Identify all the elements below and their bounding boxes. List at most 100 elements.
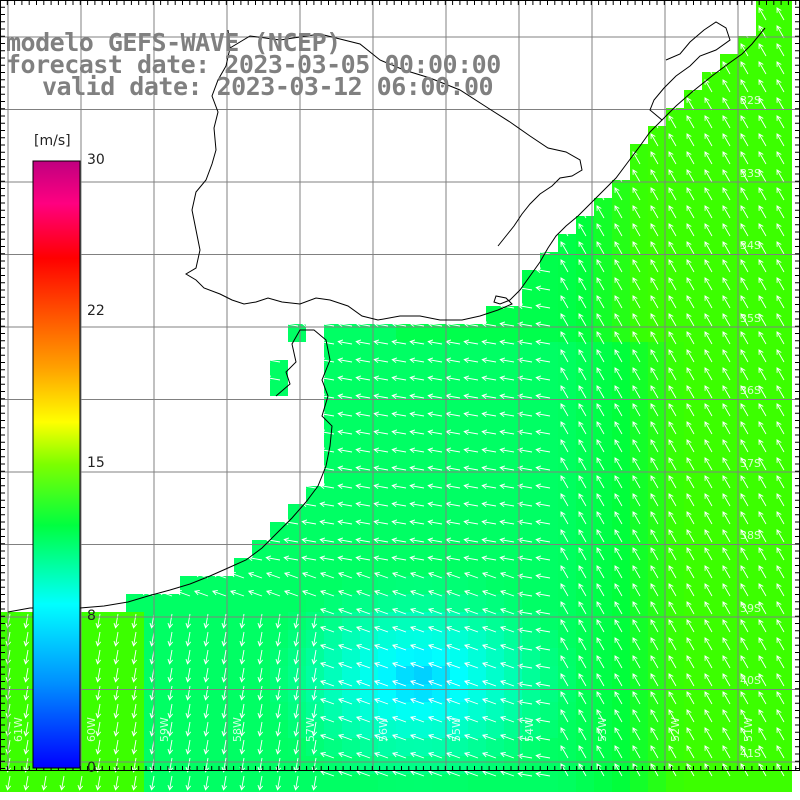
- wind-arrow: [650, 565, 659, 579]
- wind-speed-cell: [594, 666, 612, 684]
- wind-speed-cell: [558, 360, 576, 378]
- wind-arrow: [686, 259, 695, 273]
- wind-speed-cell: [378, 432, 396, 450]
- wind-arrow: [740, 547, 749, 561]
- wind-speed-cell: [342, 558, 360, 576]
- wind-arrow: [247, 590, 263, 597]
- wind-speed-cell: [522, 432, 540, 450]
- wind-arrow: [560, 619, 569, 633]
- wind-speed-cell: [630, 648, 648, 666]
- wind-arrow: [650, 241, 659, 255]
- wind-arrow: [758, 313, 767, 327]
- wind-speed-cell: [270, 378, 288, 396]
- wind-arrow: [23, 667, 30, 683]
- wind-speed-cell: [612, 414, 630, 432]
- wind-speed-cell: [702, 396, 720, 414]
- wind-speed-cell: [522, 774, 540, 792]
- wind-arrow: [185, 703, 192, 719]
- wind-speed-cell: [342, 630, 360, 648]
- wind-speed-cell: [450, 702, 468, 720]
- wind-speed-cell: [432, 396, 450, 414]
- wind-arrow: [596, 205, 605, 219]
- wind-arrow: [221, 757, 228, 773]
- wind-speed-cell: [630, 666, 648, 684]
- wind-speed-cell: [468, 630, 486, 648]
- wind-arrow: [722, 619, 731, 633]
- wind-speed-cell: [558, 432, 576, 450]
- wind-arrow: [668, 331, 677, 345]
- wind-speed-cell: [702, 630, 720, 648]
- wind-arrow: [614, 331, 623, 345]
- wind-speed-cell: [720, 666, 738, 684]
- wind-arrow: [463, 662, 479, 669]
- wind-arrow: [614, 727, 623, 741]
- wind-speed-cell: [522, 558, 540, 576]
- wind-speed-cell: [468, 432, 486, 450]
- wind-arrow: [668, 313, 677, 327]
- wind-speed-cell: [504, 522, 522, 540]
- wind-arrow: [776, 529, 785, 543]
- wind-arrow: [535, 555, 551, 562]
- wind-arrow: [203, 613, 210, 629]
- wind-speed-cell: [576, 666, 594, 684]
- wind-speed-cell: [666, 594, 684, 612]
- wind-arrow: [704, 241, 713, 255]
- wind-speed-cell: [576, 234, 594, 252]
- wind-arrow: [499, 662, 515, 669]
- wind-speed-cell: [612, 630, 630, 648]
- wind-speed-cell: [396, 702, 414, 720]
- wind-arrow: [391, 752, 407, 759]
- wind-speed-cell: [774, 648, 792, 666]
- wind-arrow: [319, 626, 335, 633]
- wind-speed-cell: [396, 396, 414, 414]
- wind-arrow: [293, 667, 300, 683]
- wind-arrow: [704, 709, 713, 723]
- wind-arrow: [650, 547, 659, 561]
- wind-arrow: [175, 590, 191, 597]
- wind-speed-cell: [648, 414, 666, 432]
- wind-speed-cell: [720, 162, 738, 180]
- wind-speed-cell: [612, 648, 630, 666]
- wind-speed-cell: [666, 252, 684, 270]
- wind-speed-cell: [342, 594, 360, 612]
- wind-speed-cell: [684, 648, 702, 666]
- wind-speed-cell: [612, 738, 630, 756]
- wind-speed-cell: [432, 522, 450, 540]
- wind-arrow: [355, 321, 371, 328]
- wind-speed-cell: [738, 504, 756, 522]
- wind-arrow: [758, 187, 767, 201]
- wind-arrow: [337, 429, 353, 436]
- wind-arrow: [596, 331, 605, 345]
- wind-speed-cell: [612, 756, 630, 774]
- wind-speed-cell: [720, 414, 738, 432]
- wind-arrow: [704, 475, 713, 489]
- wind-speed-cell: [666, 234, 684, 252]
- wind-speed-cell: [666, 396, 684, 414]
- wind-speed-cell: [756, 522, 774, 540]
- wind-arrow: [391, 555, 407, 562]
- wind-speed-cell: [450, 486, 468, 504]
- wind-arrow: [481, 447, 497, 454]
- wind-arrow: [113, 757, 120, 773]
- wind-arrow: [257, 775, 264, 791]
- wind-arrow: [650, 511, 659, 525]
- wind-arrow: [337, 411, 353, 418]
- wind-arrow: [481, 339, 497, 346]
- wind-speed-cell: [252, 576, 270, 594]
- wind-speed-cell: [720, 774, 738, 792]
- wind-arrow: [427, 608, 443, 615]
- wind-arrow: [409, 483, 425, 490]
- wind-speed-cell: [648, 486, 666, 504]
- latitude-label: 34S: [740, 239, 761, 252]
- wind-speed-cell: [540, 756, 558, 774]
- wind-speed-cell: [720, 144, 738, 162]
- wind-arrow: [481, 501, 497, 508]
- wind-arrow: [776, 637, 785, 651]
- wind-arrow: [740, 277, 749, 291]
- wind-arrow: [355, 483, 371, 490]
- wind-arrow: [193, 590, 209, 597]
- wind-speed-cell: [612, 198, 630, 216]
- wind-arrow: [758, 97, 767, 111]
- wind-speed-cell: [630, 450, 648, 468]
- wind-speed-cell: [738, 450, 756, 468]
